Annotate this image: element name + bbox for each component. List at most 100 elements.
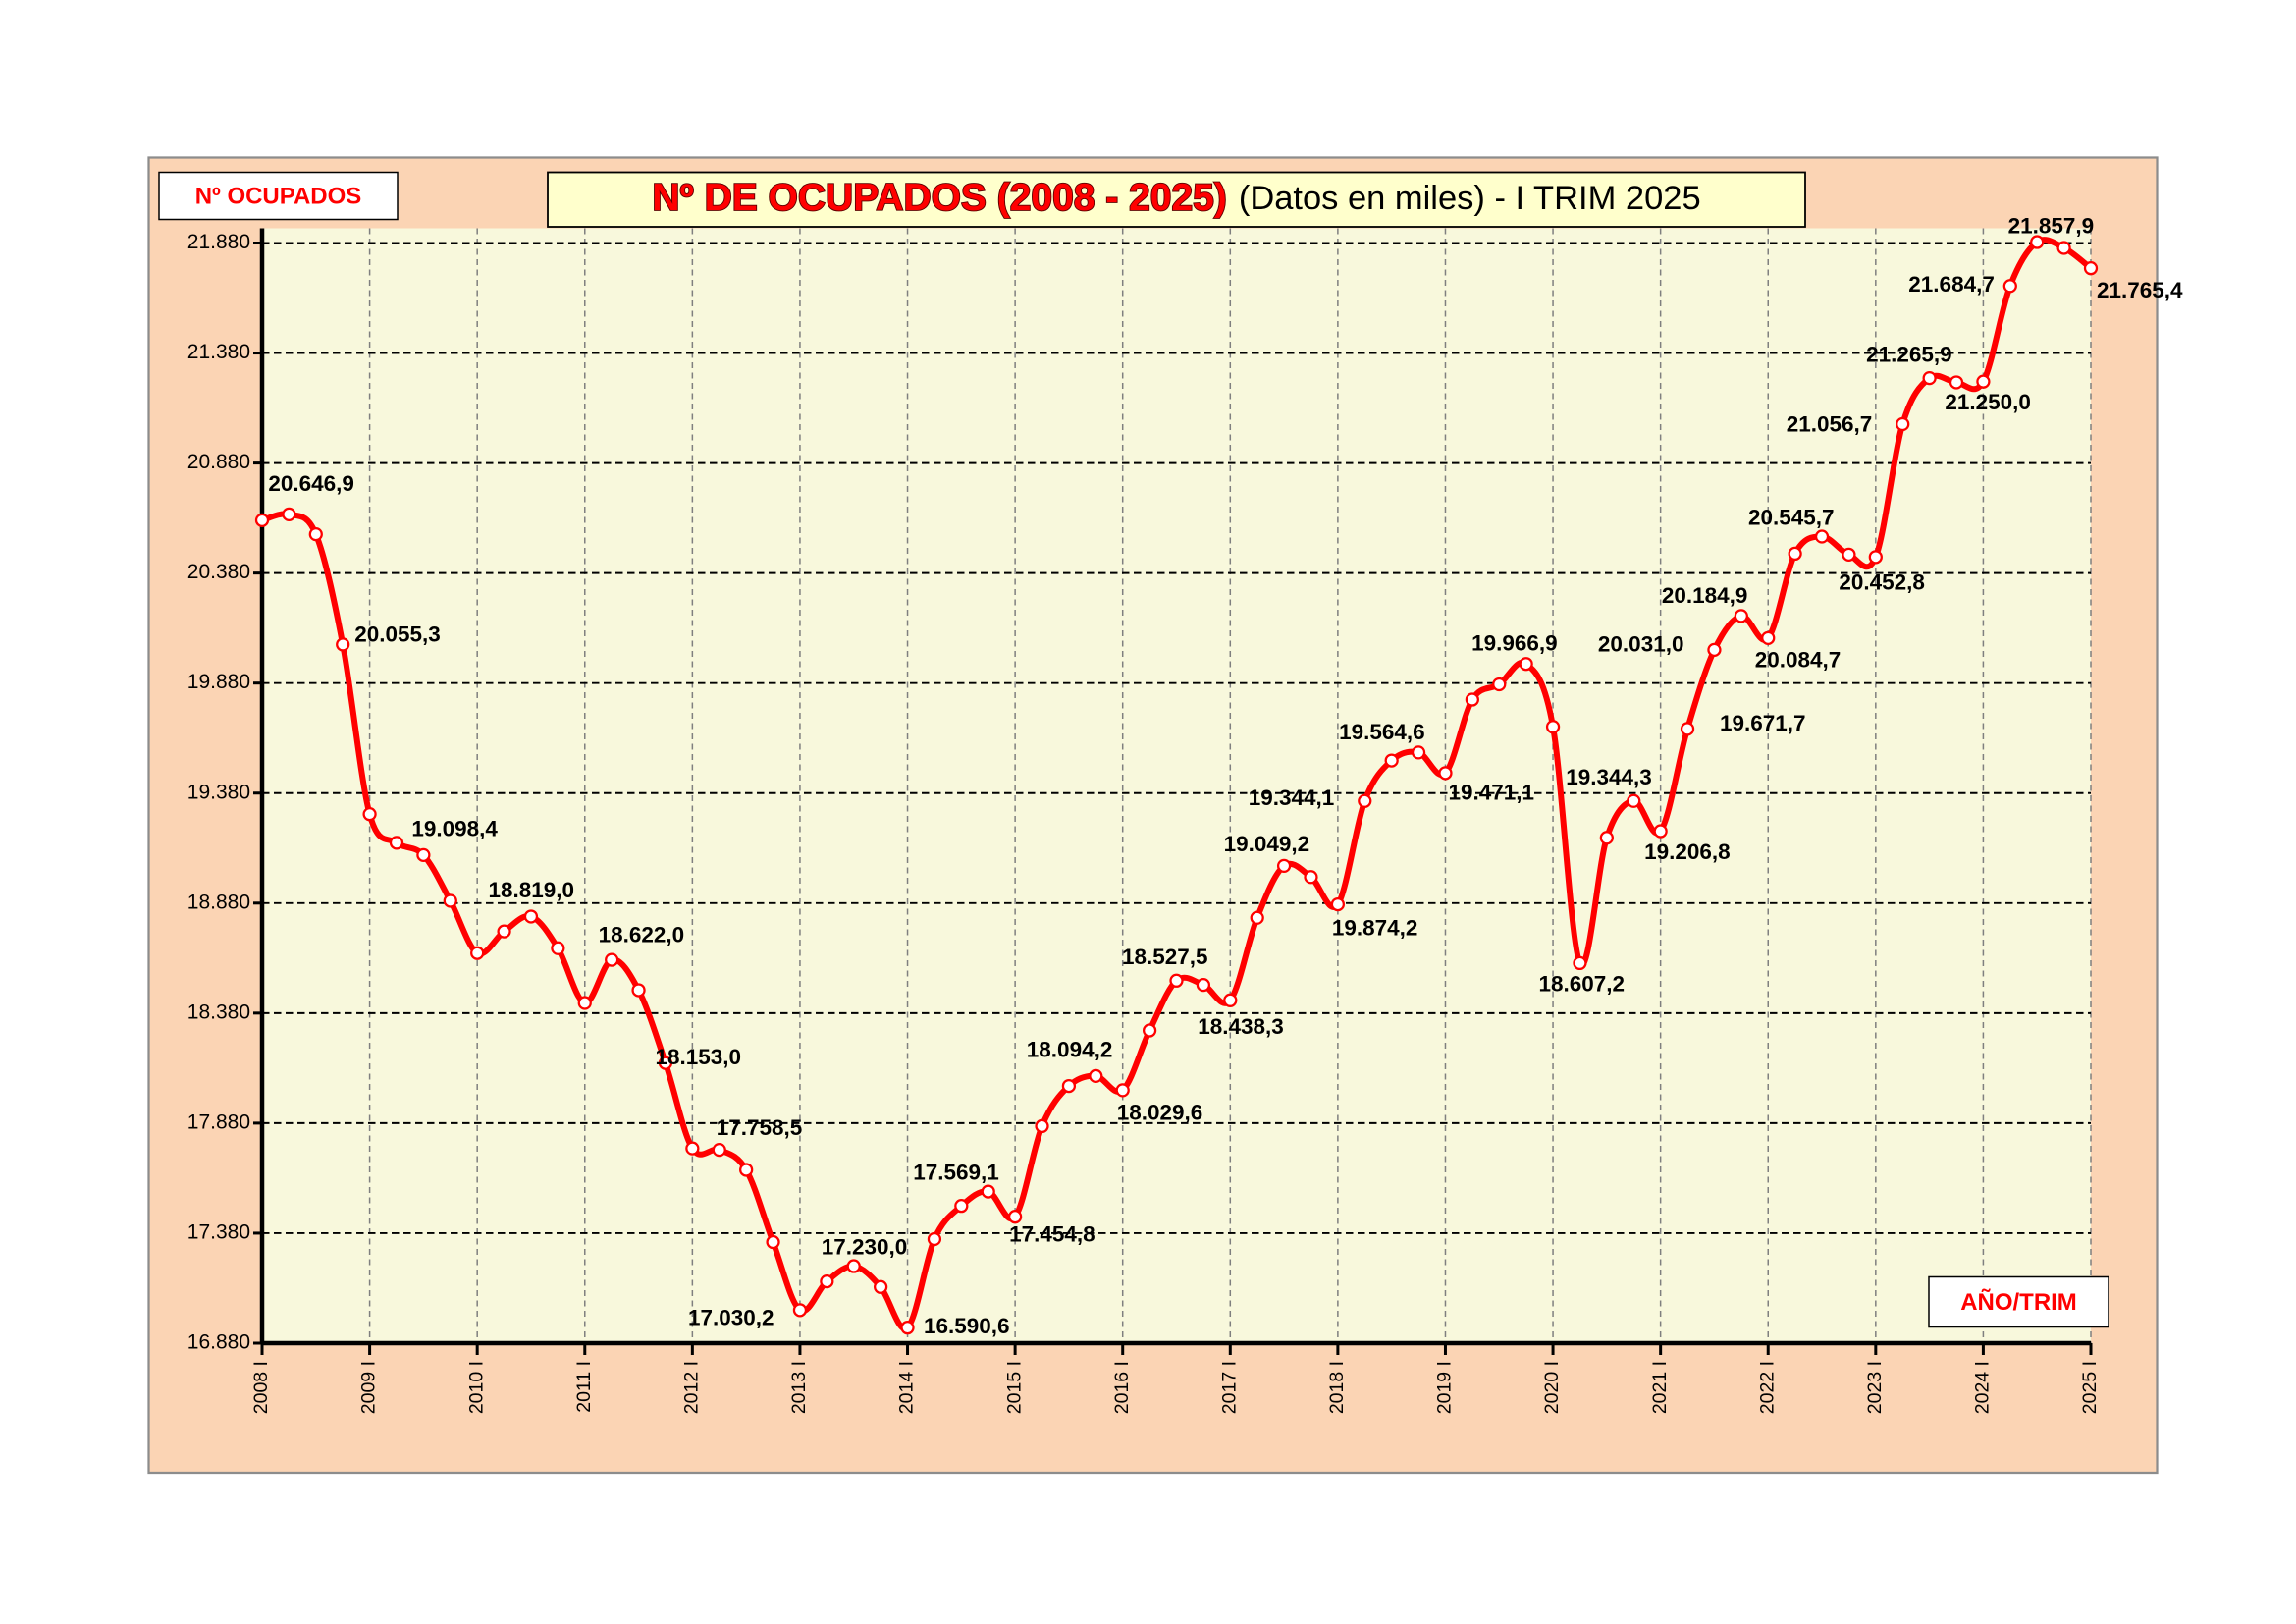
data-point bbox=[523, 909, 539, 924]
data-point bbox=[1599, 831, 1614, 845]
data-label: 18.029,6 bbox=[1117, 1100, 1203, 1124]
data-label: 20.084,7 bbox=[1755, 648, 1842, 673]
data-point bbox=[981, 1184, 995, 1199]
data-point bbox=[1411, 745, 1426, 760]
x-tick-label: 2024 I bbox=[1972, 1361, 1994, 1414]
data-point bbox=[577, 996, 592, 1010]
data-point bbox=[954, 1199, 969, 1214]
data-point bbox=[739, 1163, 754, 1177]
data-label: 17.569,1 bbox=[913, 1161, 999, 1185]
data-point bbox=[1976, 374, 1991, 389]
data-point bbox=[1304, 870, 1318, 885]
y-tick-label: 21.880 bbox=[187, 231, 250, 253]
data-label: 20.452,8 bbox=[1839, 569, 1925, 594]
data-point bbox=[1438, 766, 1453, 781]
y-tick-label: 20.880 bbox=[187, 451, 250, 473]
data-label: 20.055,3 bbox=[354, 622, 441, 646]
data-label: 21.265,9 bbox=[1866, 343, 1952, 367]
data-point bbox=[712, 1142, 726, 1158]
data-point bbox=[1196, 978, 1211, 993]
chart-subtitle: (Datos en miles) - I TRIM 2025 bbox=[1239, 180, 1701, 217]
data-point bbox=[1734, 609, 1748, 623]
data-label: 19.344,3 bbox=[1566, 765, 1652, 789]
data-label: 19.671,7 bbox=[1720, 711, 1806, 735]
data-point bbox=[1276, 858, 1292, 874]
data-point bbox=[605, 952, 619, 967]
data-point bbox=[416, 847, 431, 862]
data-point bbox=[1330, 896, 1346, 912]
data-point bbox=[254, 513, 270, 527]
data-point bbox=[1653, 824, 1668, 839]
x-tick-label: 2025 I bbox=[2079, 1361, 2101, 1414]
x-tick-label: 2023 I bbox=[1864, 1361, 1886, 1414]
data-point bbox=[362, 807, 377, 822]
x-tick-label: 2020 I bbox=[1541, 1361, 1563, 1414]
y-tick-label: 21.380 bbox=[187, 341, 250, 363]
data-point bbox=[1492, 677, 1507, 692]
y-tick-label: 18.380 bbox=[187, 1001, 250, 1023]
data-label: 17.030,2 bbox=[688, 1305, 774, 1329]
x-tick-label: 2022 I bbox=[1756, 1361, 1778, 1414]
data-point bbox=[1680, 722, 1695, 736]
x-label-box bbox=[1928, 1275, 2109, 1328]
data-point bbox=[1573, 955, 1587, 971]
data-point bbox=[282, 507, 296, 521]
y-tick-label: 19.380 bbox=[187, 781, 250, 803]
data-point bbox=[900, 1321, 915, 1335]
data-label: 21.765,4 bbox=[2097, 278, 2183, 302]
data-point bbox=[1949, 375, 1964, 390]
y-tick-label: 19.880 bbox=[187, 671, 250, 693]
data-point bbox=[766, 1234, 780, 1250]
data-point bbox=[2002, 279, 2017, 294]
data-point bbox=[1089, 1068, 1103, 1084]
data-label: 18.153,0 bbox=[655, 1045, 741, 1069]
data-point bbox=[2030, 235, 2045, 249]
data-point bbox=[1519, 657, 1533, 672]
data-point bbox=[1922, 370, 1937, 386]
data-point bbox=[874, 1279, 888, 1294]
data-label: 17.230,0 bbox=[822, 1234, 908, 1259]
data-label: 20.646,9 bbox=[268, 471, 354, 496]
y-tick-label: 17.880 bbox=[187, 1110, 250, 1133]
title: Nº DE OCUPADOS (2008 - 2025) (Datos en mi… bbox=[652, 177, 1700, 219]
data-point bbox=[497, 924, 511, 939]
y-tick-label: 16.880 bbox=[187, 1331, 250, 1354]
data-point bbox=[2083, 261, 2099, 276]
data-point bbox=[1384, 753, 1399, 768]
data-point bbox=[658, 1056, 673, 1070]
data-label: 19.206,8 bbox=[1644, 839, 1731, 864]
data-point bbox=[1115, 1083, 1130, 1098]
data-point bbox=[1035, 1118, 1049, 1134]
data-point bbox=[1142, 1023, 1157, 1038]
x-tick-label: 2014 I bbox=[896, 1361, 918, 1414]
data-label: 21.056,7 bbox=[1787, 411, 1873, 436]
data-point bbox=[631, 983, 646, 998]
data-point bbox=[336, 637, 350, 652]
data-point bbox=[1627, 793, 1641, 808]
x-tick-label: 2010 I bbox=[465, 1361, 487, 1414]
data-label: 18.819,0 bbox=[488, 878, 574, 902]
data-point bbox=[820, 1273, 834, 1289]
data-label: 20.545,7 bbox=[1748, 505, 1835, 529]
data-label: 18.527,5 bbox=[1122, 945, 1208, 969]
data-point bbox=[1896, 416, 1910, 432]
data-point bbox=[846, 1259, 861, 1273]
data-label: 16.590,6 bbox=[924, 1314, 1010, 1338]
data-point bbox=[1545, 720, 1561, 734]
x-tick-label: 2021 I bbox=[1649, 1361, 1671, 1414]
data-point bbox=[1465, 692, 1479, 707]
title-box bbox=[547, 171, 1806, 228]
data-label: 18.622,0 bbox=[599, 923, 685, 947]
x-tick-label: 2012 I bbox=[681, 1361, 703, 1414]
data-point bbox=[1788, 546, 1802, 562]
data-label: 17.454,8 bbox=[1009, 1222, 1095, 1247]
x-tick-label: 2009 I bbox=[358, 1361, 380, 1414]
data-point bbox=[792, 1303, 808, 1318]
x-tick-label: 2019 I bbox=[1434, 1361, 1456, 1414]
x-tick-label: 2016 I bbox=[1111, 1361, 1133, 1414]
data-point bbox=[1250, 910, 1264, 925]
data-label: 20.184,9 bbox=[1662, 583, 1748, 608]
data-point bbox=[551, 941, 565, 955]
x-tick-label: 2008 I bbox=[250, 1361, 272, 1414]
